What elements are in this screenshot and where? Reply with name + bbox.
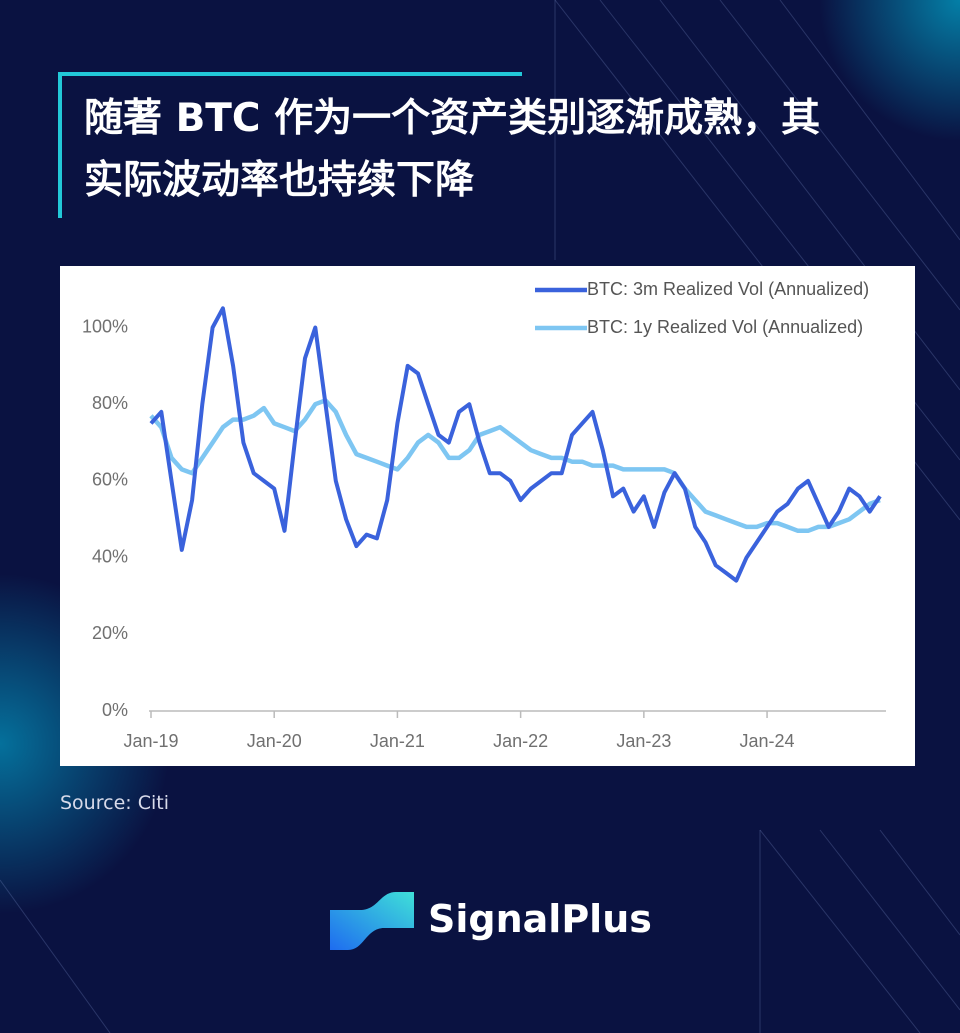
y-tick-label: 60% [92,470,128,490]
x-tick-label: Jan-22 [493,731,548,751]
y-tick-label: 20% [92,623,128,643]
legend-label: BTC: 3m Realized Vol (Annualized) [587,279,869,299]
brand-name: SignalPlus [428,897,652,941]
series-line [149,398,881,534]
y-tick-label: 100% [82,316,128,336]
legend-label: BTC: 1y Realized Vol (Annualized) [587,317,863,337]
y-tick-label: 40% [92,546,128,566]
series-line [149,306,882,583]
x-tick-label: Jan-23 [616,731,671,751]
x-tick-label: Jan-20 [247,731,302,751]
chart: 0% 20% 40% 60% 80% 100% Jan-19 Jan-20 Jan-21 Jan-… [60,266,915,766]
brand-logo: SignalPlus [330,888,652,950]
x-tick-label: Jan-21 [370,731,425,751]
x-tick-label: Jan-24 [740,731,795,751]
y-tick-label: 80% [92,393,128,413]
headline: 随著 BTC 作为一个资产类别逐渐成熟，其实际波动率也持续下降 [84,96,821,203]
logo-mark [330,892,414,950]
y-tick-label: 0% [102,700,128,720]
title-frame [58,72,522,218]
source-note: Source: Citi [60,792,169,814]
x-tick-label: Jan-19 [123,731,178,751]
